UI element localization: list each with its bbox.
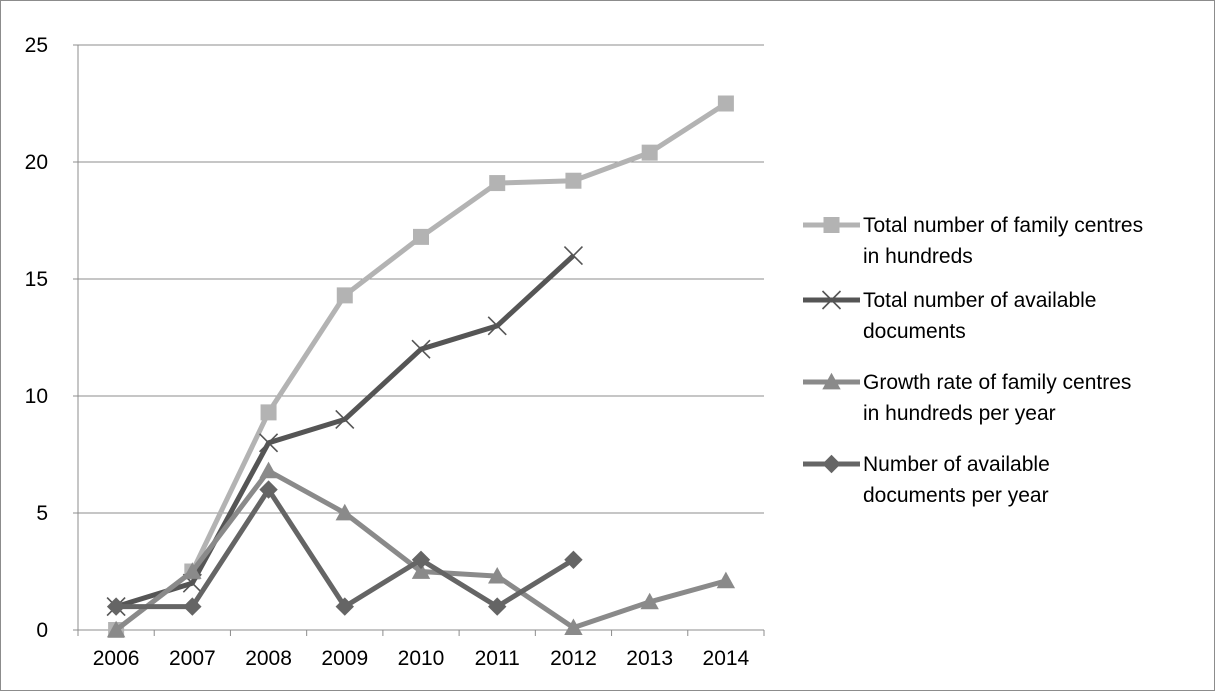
square-marker [823,217,840,233]
square-marker [260,404,277,421]
x-marker-stroke [563,246,584,266]
x-marker [258,433,279,453]
legend-item: Total number of available documents [803,289,1096,343]
legend: Total number of family centres in hundred… [803,214,1143,507]
legend-item: Total number of family centres in hundred… [803,214,1143,268]
triangle-marker [335,503,354,521]
x-marker [411,339,431,359]
legend-label: Growth rate of family centres [863,371,1131,394]
diamond-marker [564,550,583,569]
x-marker [821,290,842,310]
x-tick-label: 2012 [550,647,597,670]
legend-label: Total number of family centres [863,214,1143,237]
y-tick-label: 10 [25,385,48,408]
square-marker [336,287,353,304]
square-marker [489,175,506,192]
square-marker [413,228,429,245]
x-tick-label: 2009 [321,647,368,670]
legend-item: Number of available documents per year [803,453,1050,507]
legend-label: documents per year [863,484,1049,507]
diamond-marker [259,480,278,499]
x-tick-label: 2010 [398,647,445,670]
x-tick-label: 2011 [475,647,520,670]
diamond-marker [411,550,431,569]
series-number-of-available-documents-per-year [106,480,583,616]
square-marker [641,144,658,161]
square-marker [565,172,582,189]
x-marker [563,246,584,266]
triangle-marker [183,562,202,579]
x-marker-stroke [487,316,507,336]
triangle-marker [411,562,431,579]
y-tick-label: 25 [25,34,48,57]
diamond-marker [335,597,354,616]
legend-label: in hundreds [863,245,973,268]
y-tick-label: 15 [25,268,48,291]
series-line [114,468,727,632]
x-tick-label: 2006 [93,647,140,670]
diamond-marker [106,597,126,616]
diamond-marker [822,454,841,474]
triangle-marker [564,618,583,636]
x-marker-stroke [411,339,431,359]
diamond-marker [183,597,202,616]
triangle-marker [488,566,507,584]
legend-label: documents [863,320,966,343]
series-growth-rate-of-family-centres-in-hundreds-per-year [106,461,736,638]
y-tick-label: 0 [36,619,48,642]
grid-lines [78,44,764,514]
square-marker [717,95,734,112]
series-lines [106,95,736,638]
legend-item: Growth rate of family centres in hundreds… [803,371,1131,425]
y-tick-label: 20 [25,151,48,174]
legend-label: Number of available [863,453,1050,476]
triangle-marker [716,571,736,589]
legend-label: Total number of available [863,289,1096,312]
x-tick-label: 2013 [626,647,673,670]
y-tick-label: 5 [36,502,48,525]
y-axis-tick-labels: 0 5 10 15 20 25 [25,34,48,642]
x-tick-label: 2007 [169,647,216,670]
x-tick-label: 2008 [245,647,292,670]
axes [73,44,765,636]
x-tick-label: 2014 [703,647,750,670]
x-marker-stroke [335,409,355,429]
x-marker-stroke [821,290,842,310]
x-marker [335,409,355,429]
triangle-marker [106,620,126,638]
x-marker [487,316,507,336]
triangle-marker [822,372,841,390]
diamond-marker [488,597,507,616]
triangle-marker [640,592,659,610]
triangle-marker [259,461,278,479]
legend-label: in hundreds per year [863,402,1056,425]
series-line [115,253,576,609]
x-marker-stroke [258,433,279,453]
x-axis-tick-labels: 2006 2007 2008 2009 2010 2011 2012 2013 2014 [93,647,750,670]
